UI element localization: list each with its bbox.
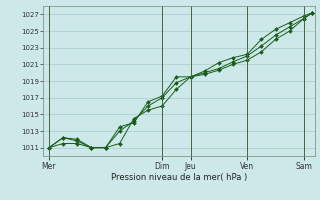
X-axis label: Pression niveau de la mer( hPa ): Pression niveau de la mer( hPa ) [111,173,247,182]
